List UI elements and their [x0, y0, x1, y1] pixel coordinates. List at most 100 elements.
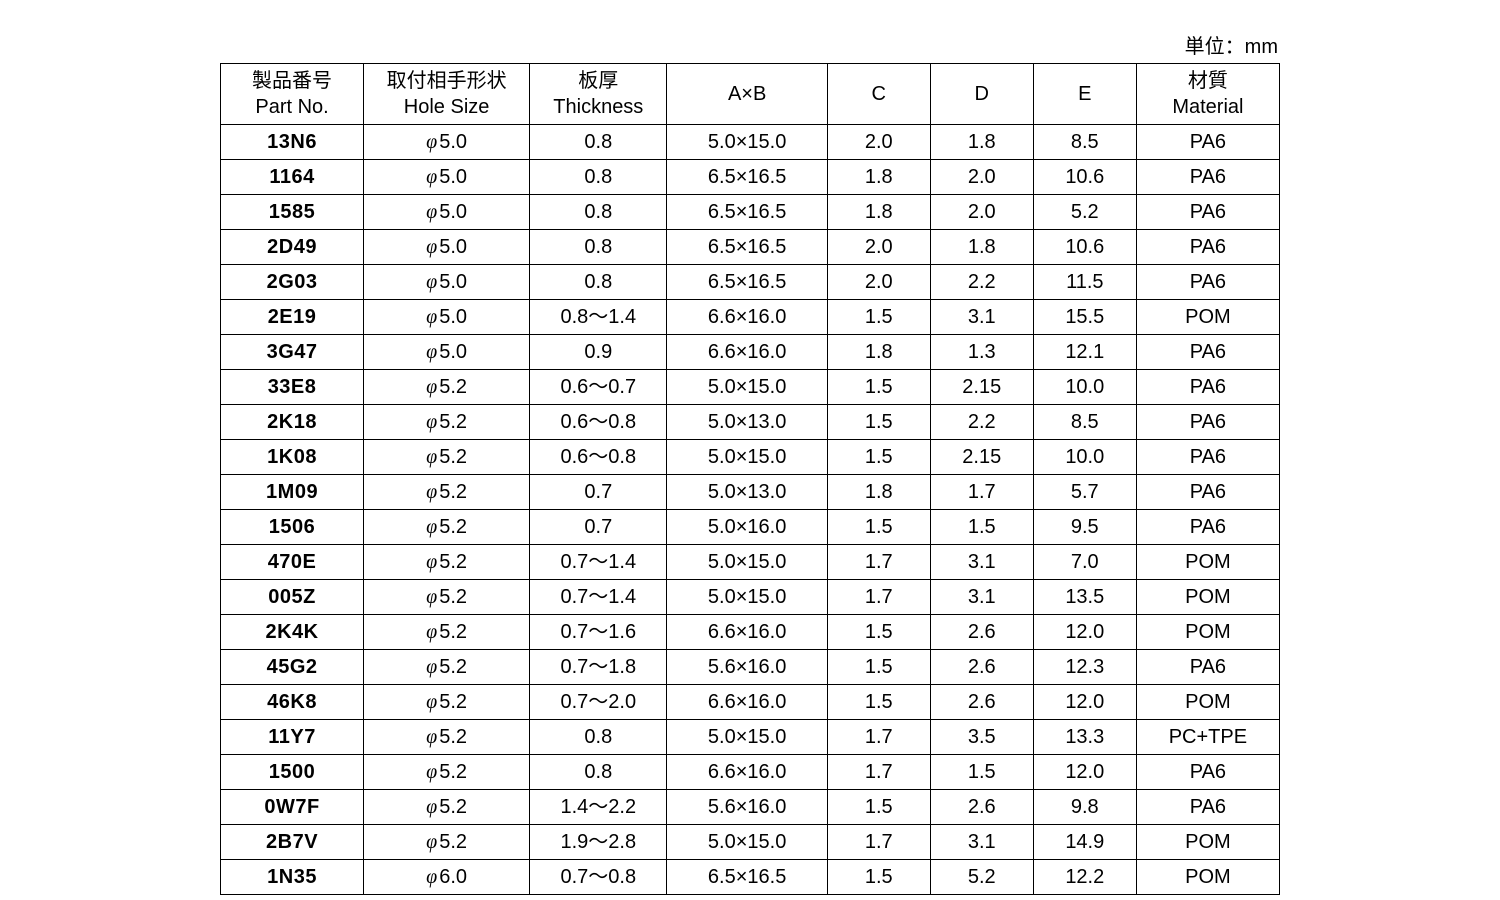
table-row: 2E19φ5.00.8～1.46.6×16.01.53.115.5POM: [221, 300, 1280, 335]
cell-hole-size: φ5.0: [364, 300, 530, 335]
cell-part-no: 46K8: [221, 685, 364, 720]
table-row: 2K4Kφ5.20.7～1.66.6×16.01.52.612.0POM: [221, 615, 1280, 650]
table-row: 45G2φ5.20.7～1.85.6×16.01.52.612.3PA6: [221, 650, 1280, 685]
phi-symbol: φ: [426, 796, 439, 818]
cell-d: 1.5: [930, 755, 1033, 790]
cell-part-no: 470E: [221, 545, 364, 580]
cell-hole-size: φ5.0: [364, 160, 530, 195]
cell-c: 1.8: [827, 160, 930, 195]
cell-ab: 6.5×16.5: [667, 160, 827, 195]
cell-thickness: 0.8: [530, 160, 667, 195]
cell-hole-size: φ5.2: [364, 440, 530, 475]
hole-value: 5.0: [439, 271, 467, 293]
cell-thickness: 0.8: [530, 195, 667, 230]
cell-e: 12.0: [1033, 685, 1136, 720]
cell-d: 1.8: [930, 230, 1033, 265]
cell-hole-size: φ5.2: [364, 545, 530, 580]
cell-ab: 5.0×15.0: [667, 125, 827, 160]
phi-symbol: φ: [426, 866, 439, 888]
hole-value: 5.2: [439, 376, 467, 398]
cell-hole-size: φ5.2: [364, 685, 530, 720]
cell-material: PA6: [1136, 125, 1279, 160]
cell-material: POM: [1136, 860, 1279, 895]
phi-symbol: φ: [426, 516, 439, 538]
cell-e: 14.9: [1033, 825, 1136, 860]
cell-hole-size: φ5.0: [364, 230, 530, 265]
phi-symbol: φ: [426, 131, 439, 153]
cell-c: 1.5: [827, 790, 930, 825]
table-row: 1K08φ5.20.6～0.85.0×15.01.52.1510.0PA6: [221, 440, 1280, 475]
hole-value: 5.2: [439, 516, 467, 538]
cell-material: PA6: [1136, 195, 1279, 230]
hole-value: 5.0: [439, 236, 467, 258]
cell-material: POM: [1136, 825, 1279, 860]
cell-material: POM: [1136, 545, 1279, 580]
phi-symbol: φ: [426, 586, 439, 608]
cell-material: PA6: [1136, 405, 1279, 440]
cell-thickness: 1.9～2.8: [530, 825, 667, 860]
cell-ab: 5.0×15.0: [667, 825, 827, 860]
cell-c: 2.0: [827, 125, 930, 160]
cell-c: 1.7: [827, 580, 930, 615]
cell-material: PA6: [1136, 230, 1279, 265]
hole-value: 5.2: [439, 691, 467, 713]
cell-material: POM: [1136, 615, 1279, 650]
cell-e: 10.0: [1033, 440, 1136, 475]
cell-hole-size: φ5.2: [364, 720, 530, 755]
cell-thickness: 0.6～0.8: [530, 440, 667, 475]
table-head: 製品番号 Part No. 取付相手形状 Hole Size 板厚 Thickn…: [221, 64, 1280, 125]
col-header-c: C: [827, 64, 930, 125]
unit-label: 単位：mm: [220, 30, 1280, 63]
table-row: 3G47φ5.00.96.6×16.01.81.312.1PA6: [221, 335, 1280, 370]
cell-ab: 5.0×13.0: [667, 405, 827, 440]
cell-ab: 5.0×15.0: [667, 580, 827, 615]
cell-thickness: 0.8: [530, 230, 667, 265]
cell-ab: 6.6×16.0: [667, 335, 827, 370]
cell-part-no: 0W7F: [221, 790, 364, 825]
phi-symbol: φ: [426, 621, 439, 643]
cell-thickness: 0.7～1.8: [530, 650, 667, 685]
table-row: 1N35φ6.00.7～0.86.5×16.51.55.212.2POM: [221, 860, 1280, 895]
cell-c: 1.8: [827, 475, 930, 510]
hole-value: 5.0: [439, 201, 467, 223]
cell-d: 2.6: [930, 615, 1033, 650]
cell-material: POM: [1136, 580, 1279, 615]
hole-value: 5.2: [439, 796, 467, 818]
hole-value: 5.2: [439, 551, 467, 573]
hole-value: 5.0: [439, 166, 467, 188]
hole-value: 5.2: [439, 726, 467, 748]
cell-ab: 5.0×15.0: [667, 440, 827, 475]
cell-c: 2.0: [827, 230, 930, 265]
cell-e: 12.1: [1033, 335, 1136, 370]
table-body: 13N6φ5.00.85.0×15.02.01.88.5PA61164φ5.00…: [221, 125, 1280, 895]
phi-symbol: φ: [426, 446, 439, 468]
cell-d: 5.2: [930, 860, 1033, 895]
hole-value: 5.2: [439, 621, 467, 643]
cell-c: 1.7: [827, 545, 930, 580]
table-row: 1M09φ5.20.75.0×13.01.81.75.7PA6: [221, 475, 1280, 510]
hole-value: 5.2: [439, 411, 467, 433]
cell-e: 5.7: [1033, 475, 1136, 510]
cell-hole-size: φ5.2: [364, 405, 530, 440]
cell-c: 1.8: [827, 335, 930, 370]
cell-ab: 5.0×16.0: [667, 510, 827, 545]
cell-ab: 6.5×16.5: [667, 230, 827, 265]
cell-material: PA6: [1136, 440, 1279, 475]
hole-value: 5.2: [439, 481, 467, 503]
cell-ab: 6.6×16.0: [667, 300, 827, 335]
cell-hole-size: φ5.0: [364, 335, 530, 370]
table-row: 11Y7φ5.20.85.0×15.01.73.513.3PC+TPE: [221, 720, 1280, 755]
cell-thickness: 0.8～1.4: [530, 300, 667, 335]
cell-thickness: 1.4～2.2: [530, 790, 667, 825]
cell-d: 3.1: [930, 545, 1033, 580]
cell-d: 1.8: [930, 125, 1033, 160]
cell-d: 2.2: [930, 265, 1033, 300]
cell-hole-size: φ5.2: [364, 650, 530, 685]
phi-symbol: φ: [426, 726, 439, 748]
phi-symbol: φ: [426, 236, 439, 258]
cell-hole-size: φ5.2: [364, 755, 530, 790]
cell-material: POM: [1136, 300, 1279, 335]
hole-value: 5.2: [439, 586, 467, 608]
cell-e: 7.0: [1033, 545, 1136, 580]
phi-symbol: φ: [426, 306, 439, 328]
